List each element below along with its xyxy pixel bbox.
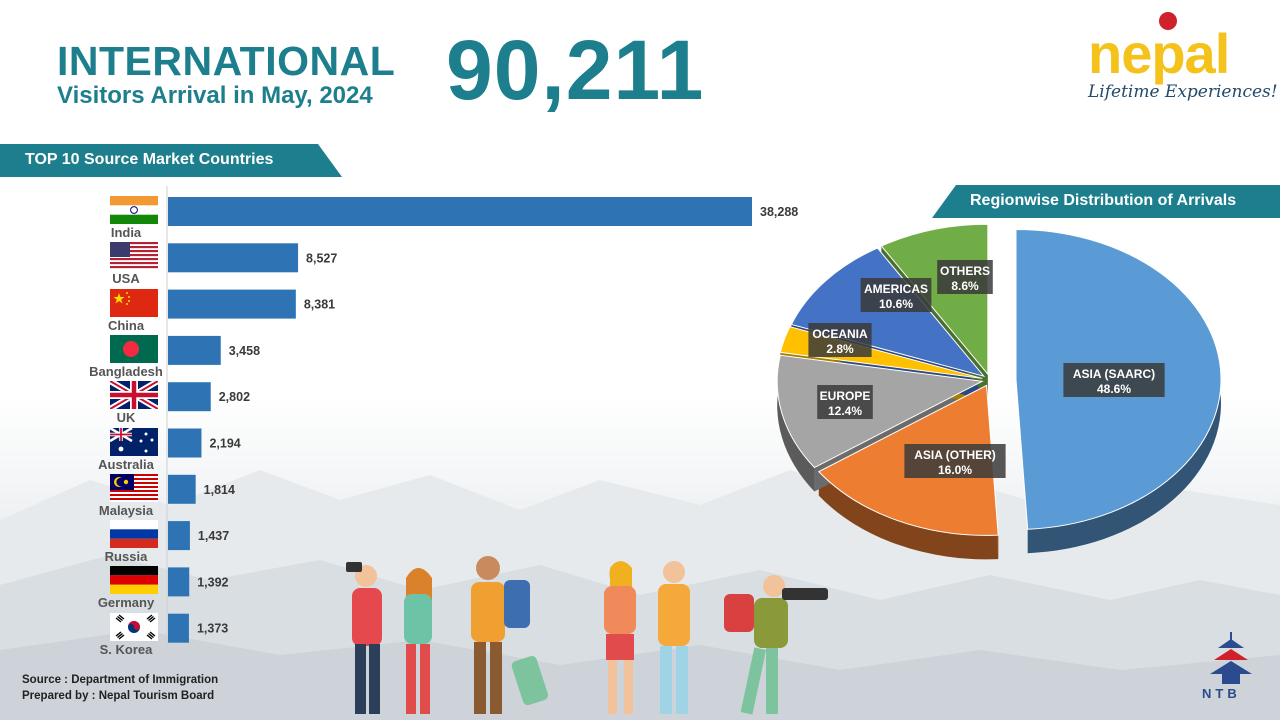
title-visitors-arrival: Visitors Arrival in May, 2024 (57, 82, 373, 109)
country-label: Germany (97, 595, 155, 611)
bar-value-label: 1,437 (198, 529, 229, 543)
pie-label-percent: 8.6% (951, 279, 979, 293)
australia-flag-icon (110, 427, 158, 456)
country-label: USA (112, 271, 140, 287)
pie-label-name: AMERICAS (864, 282, 928, 296)
country-label: Australia (98, 456, 154, 472)
source-note: Source : Department of Immigration Prepa… (22, 672, 218, 704)
bar-usa (168, 243, 299, 273)
regionwise-banner-label: Regionwise Distribution of Arrivals (970, 192, 1237, 209)
top10-banner: TOP 10 Source Market Countries (0, 144, 342, 177)
bar-value-label: 8,381 (304, 298, 335, 312)
china-flag-icon (110, 288, 158, 317)
pagoda-icon (1210, 632, 1252, 684)
brand-wordmark: nepal (1088, 22, 1230, 85)
pie-label: ASIA (SAARC)48.6% (1063, 363, 1165, 397)
pie-label-percent: 2.8% (826, 342, 854, 356)
pie-label-name: EUROPE (820, 389, 871, 403)
title-international: INTERNATIONAL (57, 38, 396, 84)
bar-value-label: 2,194 (209, 437, 240, 451)
country-label: India (110, 225, 142, 240)
traveller-5 (658, 561, 690, 714)
uk-flag-icon (110, 381, 158, 410)
bar-value-label: 8,527 (306, 251, 337, 265)
pie-label-percent: 48.6% (1097, 382, 1131, 396)
bangladesh-flag-icon (110, 334, 158, 363)
country-label: Bangladesh (89, 363, 163, 379)
bar-germany (168, 567, 190, 597)
travellers-illustration (346, 556, 828, 715)
bar-s-korea (168, 613, 189, 643)
traveller-1 (346, 562, 382, 714)
pie-label-name: OCEANIA (812, 327, 868, 341)
country-label: S. Korea (99, 641, 153, 657)
country-label: Russia (104, 549, 148, 565)
traveller-6 (724, 575, 828, 715)
bar-malaysia (168, 474, 196, 504)
brand-tagline: Lifetime Experiences! (1088, 82, 1278, 102)
bar-value-label: 3,458 (229, 344, 260, 358)
usa-flag-icon (110, 242, 158, 271)
bar-india (168, 197, 752, 226)
bar-russia (168, 521, 190, 551)
bar-value-label: 1,814 (204, 483, 235, 497)
source-line: Source : Department of Immigration (22, 674, 219, 686)
prepared-by-line: Prepared by : Nepal Tourism Board (22, 690, 215, 702)
pie-label-name: ASIA (OTHER) (914, 448, 996, 462)
pie-label-percent: 12.4% (828, 404, 862, 418)
pie-label: ASIA (OTHER)16.0% (904, 444, 1006, 478)
red-sun-icon (1159, 12, 1177, 30)
top10-banner-label: TOP 10 Source Market Countries (25, 151, 274, 168)
pie-slice-europe (776, 354, 984, 469)
traveller-3 (471, 556, 549, 714)
pie-label-box (937, 260, 993, 294)
country-label: UK (116, 410, 136, 426)
pie-label-name: ASIA (SAARC) (1073, 367, 1155, 381)
germany-flag-icon (110, 566, 158, 595)
bar-australia (168, 428, 202, 458)
bar-bangladesh (168, 335, 221, 365)
pie-label-box (1063, 363, 1165, 397)
country-label: China (107, 317, 145, 333)
south-korea-flag-icon (110, 612, 158, 641)
russia-flag-icon (110, 520, 158, 549)
malaysia-flag-icon (110, 473, 158, 502)
pie-label-box (860, 278, 932, 312)
total-visitors-count: 90,211 (446, 23, 705, 117)
regionwise-banner: Regionwise Distribution of Arrivals (932, 185, 1280, 218)
bar-uk (168, 382, 211, 412)
traveller-2 (404, 568, 432, 714)
bar-value-label: 2,802 (219, 390, 250, 404)
bar-china (168, 289, 296, 319)
pie-label-box (817, 385, 873, 419)
pie-slice-side (818, 471, 999, 560)
ntb-logo: NTB (1196, 630, 1266, 702)
nepal-brand-logo: nepal Lifetime Experiences! (1088, 12, 1278, 112)
ntb-logo-text: NTB (1202, 686, 1241, 701)
pie-label-box (808, 323, 872, 357)
pie-label-name: OTHERS (940, 264, 990, 278)
bar-value-label: 1,373 (197, 622, 228, 636)
pie-label-percent: 16.0% (938, 463, 972, 477)
pie-slice-americas (790, 247, 986, 378)
traveller-4 (604, 561, 636, 714)
india-flag-icon (110, 196, 158, 224)
bar-value-label: 38,288 (760, 205, 798, 219)
country-label: Malaysia (98, 502, 154, 518)
pie-label-percent: 10.6% (879, 297, 913, 311)
bar-value-label: 1,392 (197, 575, 228, 589)
pie-label-box (904, 444, 1006, 478)
